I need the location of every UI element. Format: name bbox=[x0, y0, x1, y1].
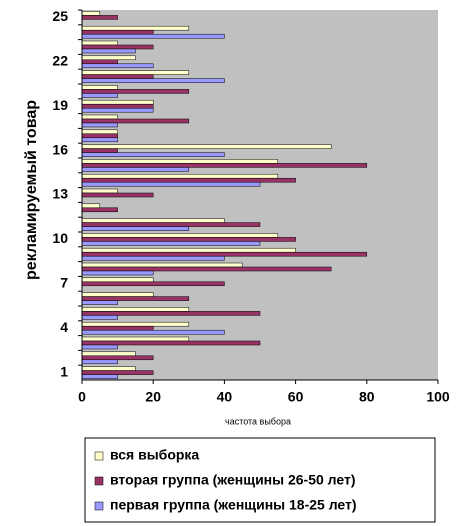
bar bbox=[81, 40, 118, 46]
bar bbox=[81, 122, 118, 128]
bar bbox=[81, 311, 261, 316]
bar bbox=[81, 33, 225, 39]
y-tick-label: 13 bbox=[52, 186, 68, 202]
y-tick-label: 25 bbox=[52, 8, 68, 24]
bar bbox=[81, 226, 190, 231]
x-tick-label: 100 bbox=[426, 389, 450, 405]
bar bbox=[81, 137, 118, 143]
bar bbox=[81, 144, 332, 149]
bar bbox=[81, 159, 279, 164]
legend-label: первая группа (женщины 18-25 лет) bbox=[110, 497, 357, 513]
bar bbox=[81, 129, 118, 135]
legend-swatch bbox=[94, 451, 104, 461]
bar bbox=[81, 107, 154, 113]
bar bbox=[81, 344, 118, 350]
bar bbox=[81, 167, 190, 172]
bar bbox=[81, 222, 261, 227]
bar bbox=[81, 78, 225, 83]
bar bbox=[81, 44, 154, 50]
bar bbox=[81, 296, 190, 301]
bar bbox=[81, 233, 279, 238]
bar bbox=[81, 163, 368, 168]
x-tick-label: 60 bbox=[288, 389, 304, 405]
x-tick-label: 0 bbox=[78, 389, 86, 405]
y-tick-label: 22 bbox=[52, 53, 68, 69]
bar bbox=[81, 133, 118, 139]
y-tick-label: 19 bbox=[52, 97, 68, 113]
bar bbox=[81, 351, 136, 357]
bar bbox=[81, 203, 101, 209]
bar bbox=[81, 59, 118, 65]
bar bbox=[81, 207, 118, 213]
bar bbox=[81, 15, 118, 20]
bar bbox=[81, 29, 154, 35]
bar bbox=[81, 315, 118, 320]
bar bbox=[81, 281, 225, 287]
bar bbox=[81, 300, 118, 305]
x-axis-title: частота выбора bbox=[225, 416, 291, 426]
bar bbox=[81, 307, 190, 312]
bar bbox=[81, 247, 296, 253]
bar bbox=[81, 188, 118, 194]
bar bbox=[81, 48, 136, 54]
bar bbox=[81, 374, 118, 379]
y-tick-label: 7 bbox=[60, 275, 68, 291]
bar bbox=[81, 63, 154, 69]
bar bbox=[81, 118, 190, 124]
bar bbox=[81, 325, 154, 331]
bar bbox=[81, 99, 154, 105]
bar bbox=[81, 89, 190, 94]
bar bbox=[81, 11, 101, 16]
legend-swatch bbox=[94, 476, 104, 486]
bar bbox=[81, 25, 190, 31]
bar bbox=[81, 270, 154, 276]
y-tick-label: 1 bbox=[60, 363, 68, 379]
legend-label: вся выборка bbox=[110, 447, 199, 463]
bar bbox=[81, 192, 154, 198]
bar bbox=[81, 148, 118, 153]
bar bbox=[81, 173, 279, 179]
bar bbox=[81, 355, 154, 361]
x-tick-label: 80 bbox=[359, 389, 375, 405]
bar bbox=[81, 366, 136, 371]
bar bbox=[81, 85, 118, 90]
bar bbox=[81, 359, 118, 365]
bar bbox=[81, 340, 261, 346]
bar bbox=[81, 370, 154, 375]
bar bbox=[81, 114, 118, 120]
bar bbox=[81, 277, 154, 283]
legend-swatch bbox=[94, 501, 104, 511]
x-tick-label: 20 bbox=[145, 389, 161, 405]
bar bbox=[81, 55, 136, 61]
bar bbox=[81, 177, 296, 183]
legend bbox=[84, 437, 436, 523]
x-tick-label: 40 bbox=[217, 389, 233, 405]
y-tick-label: 16 bbox=[52, 141, 68, 157]
bar bbox=[81, 336, 190, 342]
bar bbox=[81, 321, 190, 327]
bar bbox=[81, 152, 225, 157]
bar bbox=[81, 266, 332, 272]
bar bbox=[81, 218, 225, 223]
bar bbox=[81, 181, 261, 187]
bar bbox=[81, 292, 154, 297]
bar bbox=[81, 329, 225, 335]
bar bbox=[81, 251, 368, 257]
y-axis-title: рекламируемый товар bbox=[23, 100, 40, 280]
bar bbox=[81, 70, 190, 75]
bar bbox=[81, 103, 154, 109]
bar bbox=[81, 237, 296, 242]
bar bbox=[81, 262, 243, 268]
y-tick-label: 10 bbox=[52, 230, 68, 246]
legend-label: вторая группа (женщины 26-50 лет) bbox=[110, 472, 356, 488]
bar bbox=[81, 255, 225, 261]
bar bbox=[81, 93, 118, 98]
bar bbox=[81, 74, 154, 79]
y-tick-label: 4 bbox=[60, 319, 68, 335]
bar bbox=[81, 241, 261, 246]
